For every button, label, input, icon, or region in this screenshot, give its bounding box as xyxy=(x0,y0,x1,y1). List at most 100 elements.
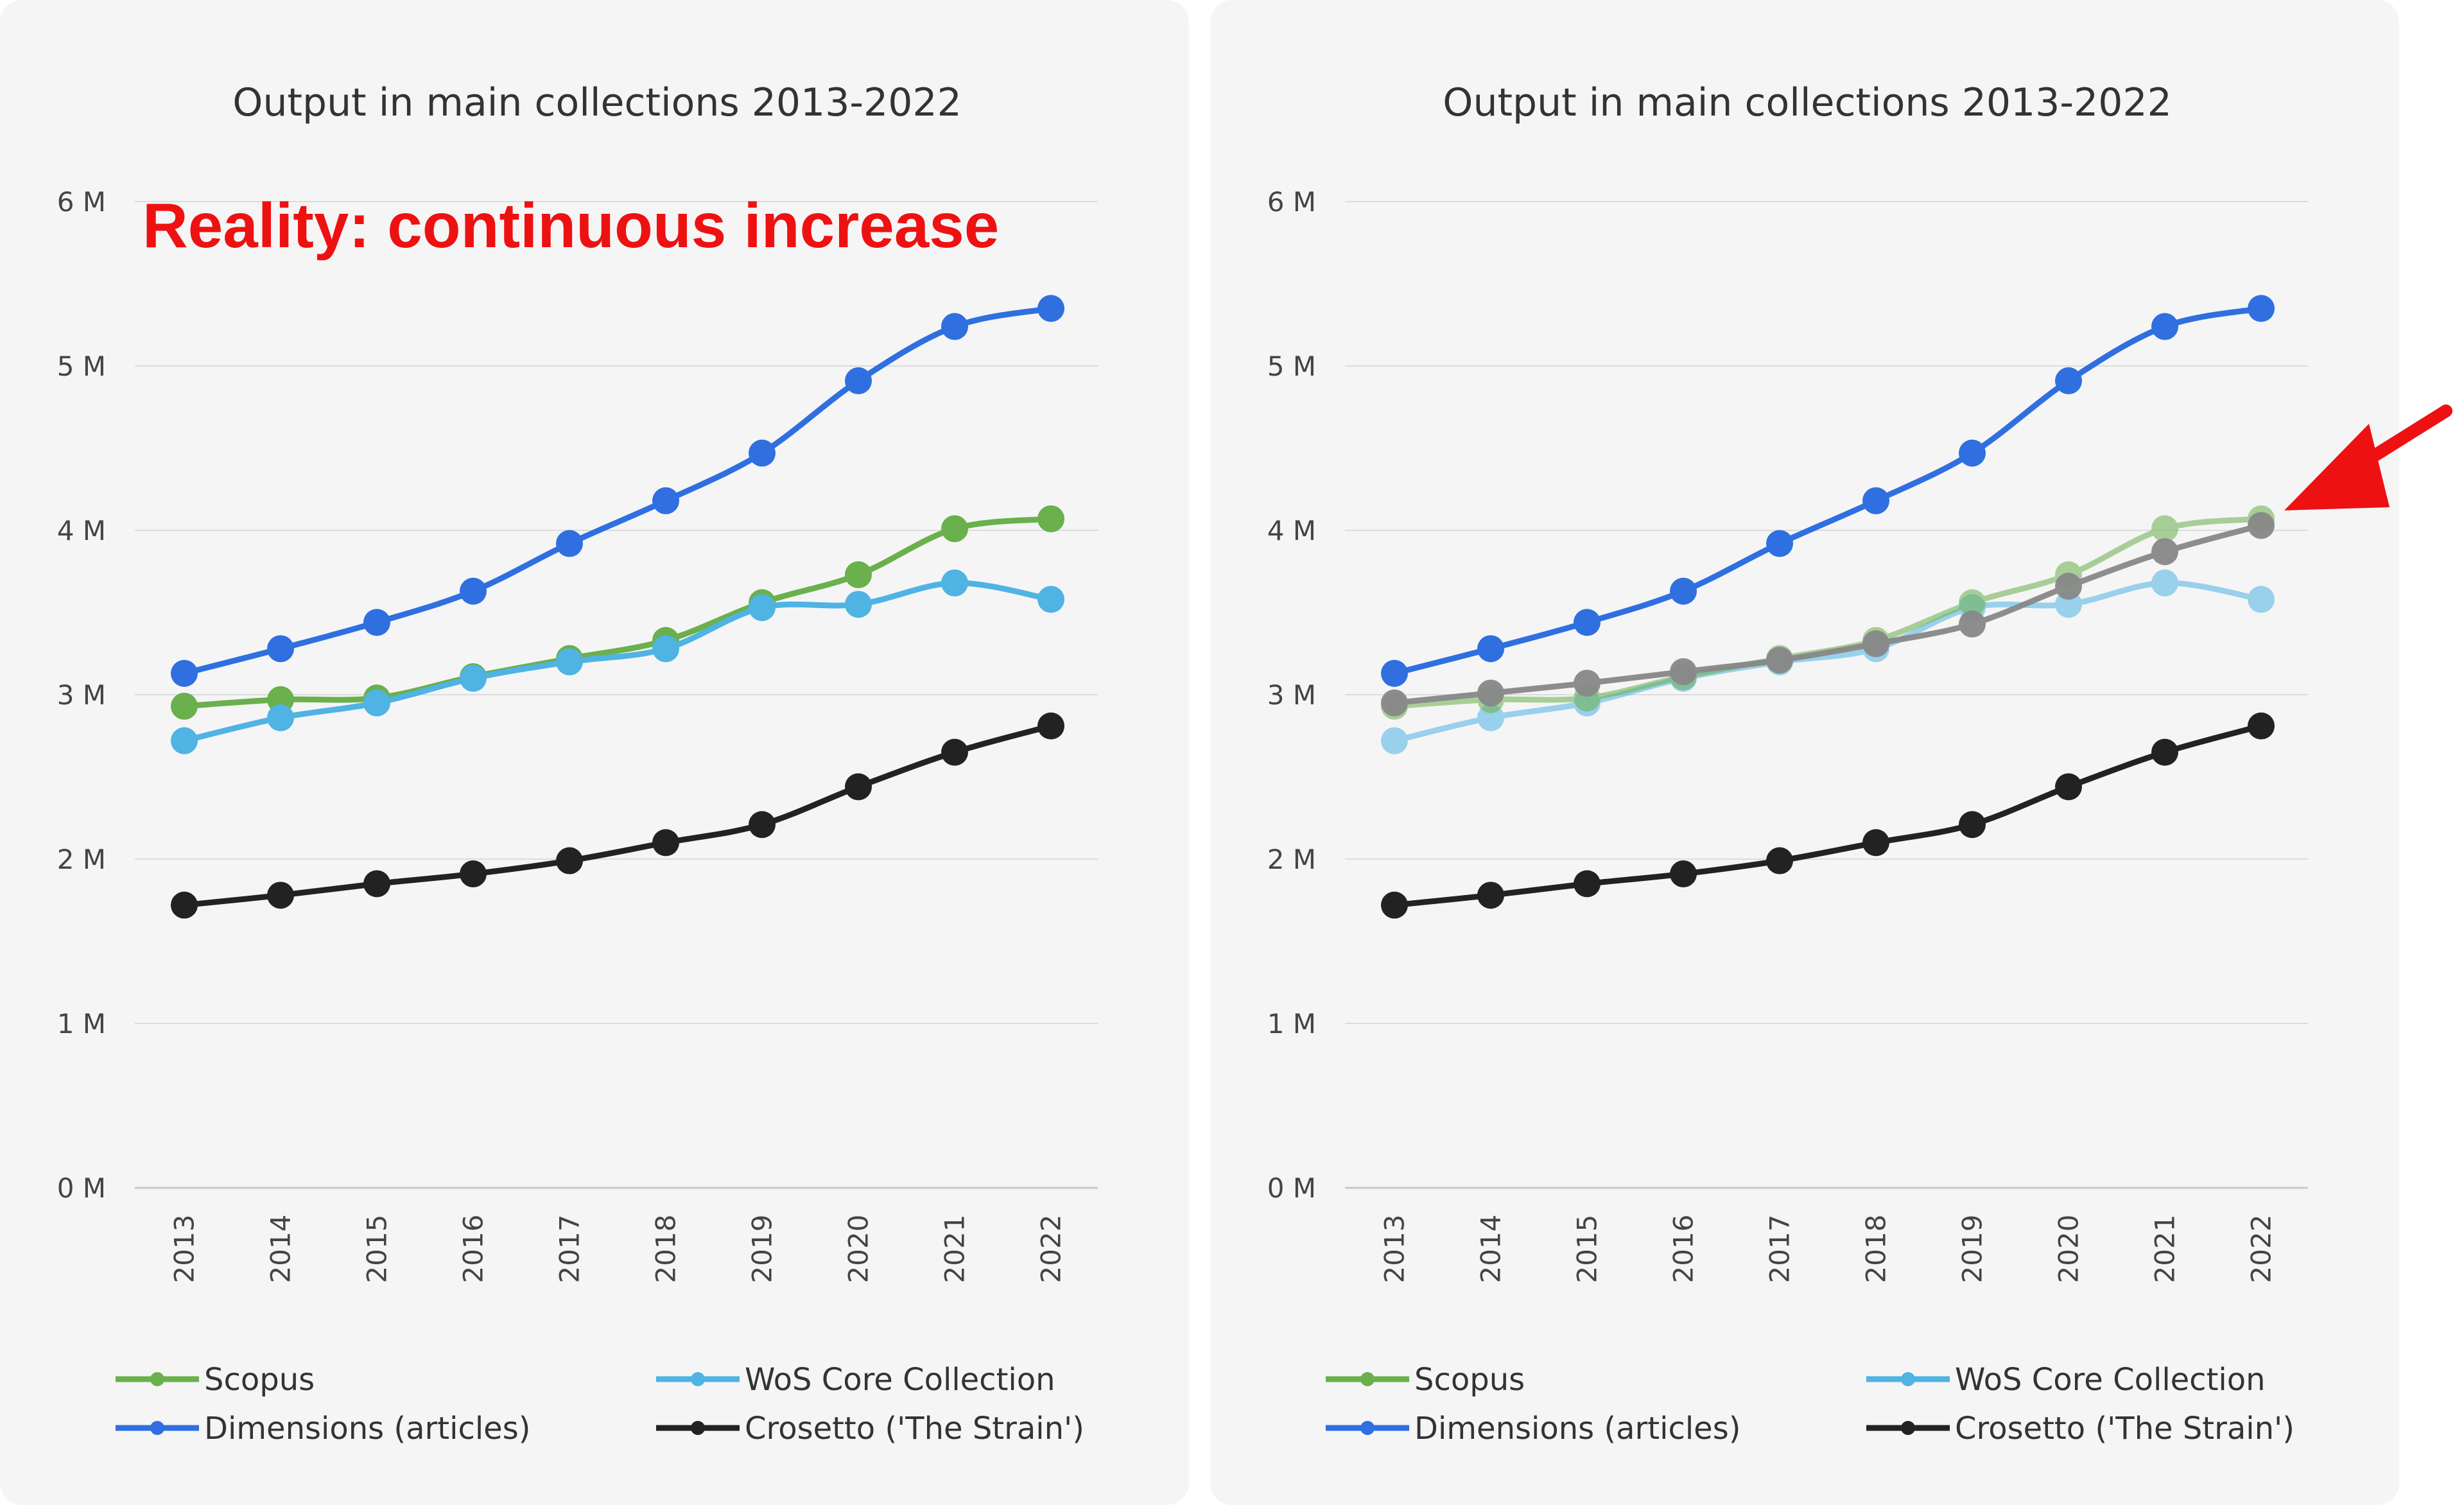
series-0 xyxy=(1381,505,2275,720)
series-line xyxy=(181,723,1054,909)
series-line xyxy=(1391,522,2264,706)
data-point xyxy=(1574,870,1601,898)
x-tick-label: 2022 xyxy=(2246,1215,2277,1283)
data-point xyxy=(1766,647,1793,674)
data-point xyxy=(1477,679,1504,707)
y-tick-label: 6 M xyxy=(57,186,106,218)
x-tick-label: 2019 xyxy=(747,1215,778,1283)
series-line xyxy=(181,580,1054,744)
data-point xyxy=(267,704,294,731)
data-point xyxy=(1574,609,1601,636)
chart-title: Output in main collections 2013-2022 xyxy=(1443,80,2172,125)
y-tick-label: 5 M xyxy=(1267,351,1316,382)
legend-entry: Crosetto ('The Strain') xyxy=(1866,1411,2295,1447)
legend-label: Crosetto ('The Strain') xyxy=(1955,1411,2295,1447)
series-line xyxy=(1391,723,2264,909)
x-tick-label: 2022 xyxy=(1036,1215,1067,1283)
legend-label: Dimensions (articles) xyxy=(1414,1411,1740,1447)
x-tick-label: 2014 xyxy=(1475,1215,1507,1283)
data-point xyxy=(652,635,679,663)
data-point xyxy=(556,648,583,675)
data-point xyxy=(460,860,487,888)
data-point xyxy=(171,727,198,754)
data-point xyxy=(363,689,390,717)
y-tick-label: 0 M xyxy=(1267,1172,1316,1204)
x-tick-label: 2014 xyxy=(265,1215,297,1283)
x-tick-label: 2015 xyxy=(361,1215,393,1283)
y-tick-label: 2 M xyxy=(1267,844,1316,875)
legend-entry: Scopus xyxy=(1326,1362,1525,1398)
legend-marker xyxy=(150,1372,164,1386)
legend-label: Crosetto ('The Strain') xyxy=(745,1411,1084,1447)
series-2 xyxy=(1381,295,2275,687)
x-tick-label: 2021 xyxy=(2149,1215,2181,1283)
data-point xyxy=(363,609,390,636)
series-0 xyxy=(171,505,1064,720)
data-point xyxy=(2055,367,2082,395)
x-tick-label: 2018 xyxy=(650,1215,682,1283)
x-tick-label: 2020 xyxy=(2053,1215,2085,1283)
series-1 xyxy=(171,569,1064,754)
data-point xyxy=(2055,573,2082,600)
data-point xyxy=(2151,738,2178,766)
data-point xyxy=(1381,689,1408,717)
data-point xyxy=(941,515,968,543)
data-point xyxy=(1574,670,1601,697)
data-point xyxy=(1037,712,1064,740)
data-point xyxy=(171,692,198,720)
data-point xyxy=(2151,538,2178,566)
x-tick-label: 2020 xyxy=(843,1215,874,1283)
legend-marker xyxy=(1901,1372,1915,1386)
y-tick-label: 0 M xyxy=(57,1172,106,1204)
y-tick-label: 3 M xyxy=(57,679,106,711)
legend-marker xyxy=(1360,1372,1375,1386)
data-point xyxy=(1477,635,1504,663)
legend-marker xyxy=(691,1372,705,1386)
data-point xyxy=(1670,860,1697,888)
data-point xyxy=(2248,512,2275,539)
series-line xyxy=(181,305,1054,677)
data-point xyxy=(845,773,872,801)
x-tick-label: 2019 xyxy=(1957,1215,1988,1283)
x-tick-label: 2016 xyxy=(1668,1215,1699,1283)
data-point xyxy=(460,577,487,605)
x-tick-label: 2016 xyxy=(458,1215,489,1283)
legend-entry: WoS Core Collection xyxy=(1866,1362,2266,1398)
series-3 xyxy=(1381,712,2275,919)
line-chart-right: Output in main collections 2013-2022 0 M… xyxy=(1267,80,2308,1447)
data-point xyxy=(1766,847,1793,874)
y-tick-label: 3 M xyxy=(1267,679,1316,711)
legend-marker xyxy=(1901,1421,1915,1435)
series-4 xyxy=(1381,512,2275,717)
data-point xyxy=(941,569,968,596)
data-point xyxy=(941,313,968,340)
data-point xyxy=(749,594,776,622)
data-point xyxy=(2151,515,2178,543)
data-point xyxy=(2248,295,2275,322)
legend-label: Scopus xyxy=(1414,1362,1525,1398)
annotation-text: Reality: continuous increase xyxy=(143,190,999,261)
legend-label: WoS Core Collection xyxy=(745,1362,1055,1398)
data-point xyxy=(749,811,776,839)
data-point xyxy=(2248,712,2275,740)
data-point xyxy=(556,847,583,874)
legend-entry: Scopus xyxy=(116,1362,315,1398)
x-tick-label: 2017 xyxy=(554,1215,586,1283)
legend-marker xyxy=(1360,1421,1375,1435)
legend-entry: Dimensions (articles) xyxy=(116,1411,530,1447)
data-point xyxy=(941,738,968,766)
data-point xyxy=(1381,891,1408,919)
legend-entry: Crosetto ('The Strain') xyxy=(656,1411,1084,1447)
line-chart-left: Output in main collections 2013-2022 0 M… xyxy=(57,80,1098,1447)
series-line xyxy=(1391,305,2264,677)
chart-panel-left: Output in main collections 2013-2022 0 M… xyxy=(0,0,1189,1505)
data-point xyxy=(363,870,390,898)
data-point xyxy=(2151,569,2178,596)
data-point xyxy=(1862,829,1889,857)
data-point xyxy=(845,591,872,618)
legend-label: WoS Core Collection xyxy=(1955,1362,2266,1398)
data-point xyxy=(1381,727,1408,754)
y-tick-label: 6 M xyxy=(1267,186,1316,218)
x-tick-label: 2017 xyxy=(1764,1215,1796,1283)
series-1 xyxy=(1381,569,2275,754)
